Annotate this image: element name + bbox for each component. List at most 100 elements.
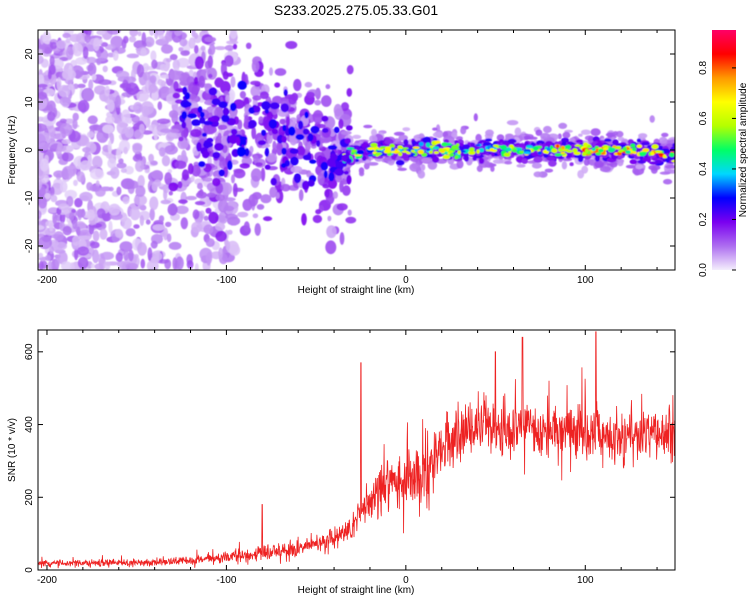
spectrogram-halo-blob [580,129,591,135]
spectrogram-transition-blob [207,117,215,122]
spectrogram-halo-blob [583,158,590,166]
spectrogram-noise-blob [81,87,95,102]
spectrogram-peak-blob [494,153,498,156]
spectrogram-signal-blob [347,209,352,216]
spectrogram-signal-blob [177,181,183,189]
spectrogram-signal-blob [258,116,264,124]
spectrogram-peak-blob [401,150,409,153]
spectrogram-peak-blob [503,152,511,157]
spectrogram-signal-blob [312,214,323,224]
spectrogram-xtick-label: -100 [216,275,236,286]
snr-background [38,330,675,570]
spectrogram-signal-blob [207,127,214,133]
spectrogram-signal-blob [198,75,206,89]
spectrogram-signal-blob [332,191,338,199]
spectrogram-peak-blob [554,153,562,157]
spectrogram-signal-blob [317,172,325,185]
spectrogram-peak-blob [523,151,531,155]
spectrogram-peak-blob [454,155,459,160]
spectrogram-peak-blob [418,141,424,147]
spectrogram-tone-blob [533,156,543,163]
chart-title: S233.2025.275.05.33.G01 [274,2,438,18]
spectrogram-noise-blob [110,166,120,179]
spectrogram-noise-blob [135,160,145,172]
spectrogram-peak-blob [632,151,637,154]
spectrogram-signal-blob [244,114,249,129]
spectrogram-noise-blob [149,208,155,221]
spectrogram-noise-blob [91,74,97,81]
spectrogram-halo-blob [561,161,568,170]
spectrogram-peak-blob [367,154,373,157]
spectrogram-noise-blob [151,170,163,180]
spectrogram-peak-blob [468,147,475,152]
spectrogram-noise-blob [161,44,173,54]
spectrogram-tone-blob [454,140,459,145]
spectrogram-noise-blob [72,112,79,121]
spectrogram-halo-blob [371,128,377,137]
spectrogram-tone-blob [646,156,652,163]
spectrogram-signal-blob [312,110,324,124]
spectrogram-noise-blob [85,41,91,48]
spectrogram-noise-blob [61,139,72,145]
spectrogram-peak-blob [615,145,622,150]
snr-ytick-label: 400 [24,416,35,433]
spectrogram-noise-blob [161,155,171,167]
spectrogram-noise-blob [75,32,88,44]
spectrogram-noise-blob [38,91,48,100]
spectrogram-noise-blob [188,37,196,49]
spectrogram-halo-blob [421,164,426,171]
spectrogram-signal-blob [224,2,232,13]
spectrogram-transition-blob [229,102,237,112]
spectrogram-signal-blob [248,194,259,207]
spectrogram-noise-blob [65,38,71,44]
spectrogram-noise-blob [68,83,74,91]
spectrogram-peak-blob [425,142,431,148]
spectrogram-transition-blob [271,128,279,135]
spectrogram-noise-blob [88,223,95,235]
spectrogram-halo-blob [473,113,478,122]
colorbar-ticks: 0.0 0.2 0.4 0.6 0.8 [698,61,736,277]
spectrogram-noise-blob [119,241,133,253]
spectrogram-noise-blob [164,172,173,185]
spectrogram-tone-blob [507,138,517,144]
spectrogram-ytick-label: -10 [24,190,35,205]
spectrogram-transition-blob [307,179,315,187]
spectrogram-noise-blob [61,261,72,270]
spectrogram-halo-blob [609,161,618,168]
spectrogram-noise-blob [73,179,78,187]
spectrogram-peak-blob [584,148,589,154]
snr-xtick-label: -200 [37,575,57,586]
spectrogram-signal-blob [314,99,321,106]
spectrogram-signal-blob [232,183,238,197]
spectrogram-noise-blob [115,252,124,263]
spectrogram-noise-blob [56,77,62,91]
spectrogram-halo-blob [663,178,673,185]
spectrogram-noise-blob [129,30,139,37]
spectrogram-noise-blob [160,128,172,134]
spectrogram-peak-blob [449,153,455,157]
spectrogram-transition-blob [181,111,188,120]
spectrogram-noise-blob [154,252,163,261]
spectrogram-noise-blob [135,185,146,197]
spectrogram-signal-blob [250,80,261,86]
spectrogram-transition-blob [316,140,321,147]
spectrogram-peak-blob [492,144,499,148]
spectrogram-peak-blob [625,150,632,154]
spectrogram-signal-blob [232,43,238,50]
spectrogram-noise-blob [38,142,51,151]
spectrogram-noise-blob [139,123,145,134]
spectrogram-noise-blob [157,118,171,125]
spectrogram-transition-blob [270,177,277,186]
spectrogram-transition-blob [182,101,192,108]
spectrogram-tone-blob [641,141,650,146]
spectrogram-halo-blob [359,171,365,177]
spectrogram-peak-blob [591,147,596,152]
spectrogram-signal-blob [245,42,252,49]
spectrogram-noise-blob [46,100,56,112]
spectrogram-signal-blob [203,215,209,221]
spectrogram-noise-blob [141,105,150,117]
spectrogram-tone-blob [594,155,601,162]
spectrogram-noise-blob [78,235,92,240]
spectrogram-transition-blob [228,134,238,144]
spectrogram-peak-blob [421,152,428,157]
